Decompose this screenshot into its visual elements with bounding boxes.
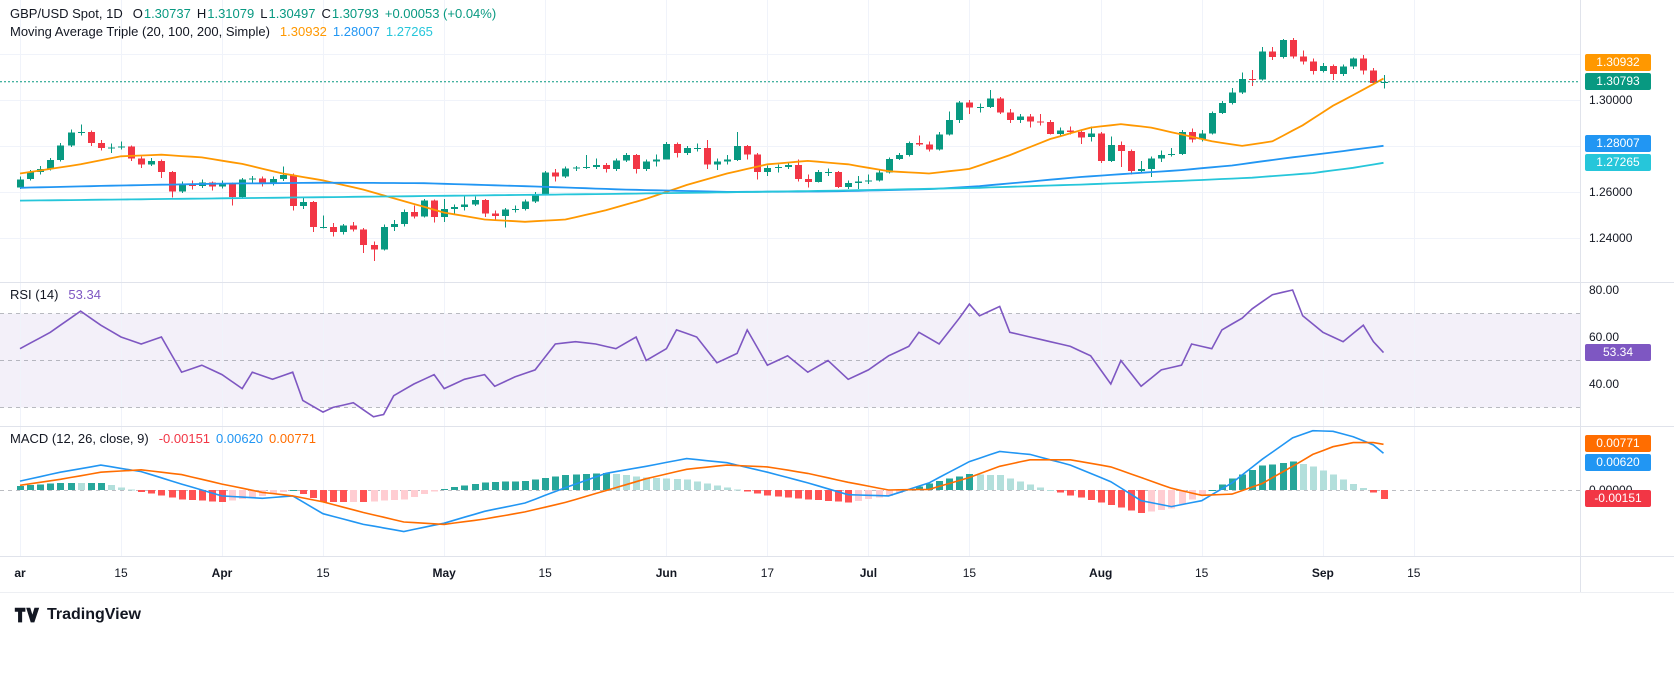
- time-axis-label: Sep: [1311, 566, 1334, 580]
- price-axis[interactable]: 1.30000 1.26000 1.24000 80.00 60.00 40.00 0.00…: [1580, 0, 1674, 592]
- open-value: O 1.30737: [132, 6, 191, 21]
- ma100-value: 1.28007: [332, 24, 380, 39]
- macd-signal-value: 0.00771: [269, 431, 317, 446]
- macd-line-value: 0.00620: [216, 431, 264, 446]
- time-axis-label: 15: [538, 566, 552, 580]
- macd-hist-badge: -0.00151: [1585, 489, 1651, 507]
- time-axis-label: 15: [316, 566, 330, 580]
- time-axis-label: ar: [14, 566, 26, 580]
- time-axis-label: Aug: [1089, 566, 1113, 580]
- time-axis-label: Jul: [859, 566, 878, 580]
- macd-line-badge: 0.00620: [1585, 454, 1651, 472]
- ma200-value: 1.27265: [385, 24, 433, 39]
- panel-separator[interactable]: [0, 282, 1674, 283]
- tradingview-logo[interactable]: TradingView: [14, 605, 141, 625]
- low-value: L 1.30497: [260, 6, 316, 21]
- ma20-price-badge: 1.30932: [1585, 53, 1651, 71]
- rsi-tick: 80.00: [1589, 282, 1620, 297]
- macd-panel[interactable]: [0, 426, 1580, 556]
- high-value: H 1.31079: [196, 6, 255, 21]
- ma-indicator-title: Moving Average Triple (20, 100, 200, Sim…: [10, 24, 270, 39]
- time-axis-label: 15: [962, 566, 977, 580]
- v-gridlines: [20, 0, 1415, 282]
- rsi-tick: 60.00: [1589, 329, 1620, 344]
- rsi-indicator-title: RSI (14): [10, 287, 59, 302]
- macd-indicator-title: MACD (12, 26, close, 9): [10, 431, 149, 446]
- time-axis-label: 15: [1407, 566, 1421, 580]
- time-axis-label: Apr: [211, 566, 233, 580]
- ma20-value: 1.30932: [279, 24, 327, 39]
- time-axis-label: 17: [760, 566, 775, 580]
- time-axis-label: 15: [114, 566, 128, 580]
- panel-separator[interactable]: [0, 426, 1674, 427]
- symbol-title: GBP/USD Spot, 1D: [10, 6, 123, 21]
- rsi-value-badge: 53.34: [1585, 343, 1651, 361]
- sma100-line: [19, 144, 1384, 193]
- h-gridlines: [0, 54, 1580, 239]
- last-price-badge: 1.30793: [1585, 72, 1651, 90]
- brand-name: TradingView: [47, 606, 141, 623]
- rsi-band: [0, 313, 1580, 408]
- price-tick: 1.30000: [1589, 92, 1633, 107]
- time-axis[interactable]: ar 15 Apr 15 May 15 Jun 17 Jul 15 Aug 15 Sep 15: [0, 556, 1580, 592]
- rsi-line: [19, 289, 1385, 418]
- macd-line: [19, 429, 1385, 533]
- change-value: +0.00053 (+0.04%): [384, 6, 497, 21]
- price-tick: 1.24000: [1589, 230, 1633, 245]
- macd-signal-badge: 0.00771: [1585, 435, 1651, 453]
- macd-signal-line: [19, 441, 1384, 526]
- price-tick: 1.26000: [1589, 184, 1633, 199]
- symbol-legend[interactable]: GBP/USD Spot, 1D O 1.30737 H 1.31079 L 1.30…: [10, 6, 496, 21]
- main-price-panel[interactable]: [0, 0, 1580, 282]
- rsi-indicator-legend[interactable]: RSI (14) 53.34: [10, 287, 101, 302]
- v-gridlines: [20, 282, 1415, 426]
- rsi-value: 53.34: [68, 287, 101, 302]
- ma-indicator-legend[interactable]: Moving Average Triple (20, 100, 200, Sim…: [10, 24, 433, 39]
- macd-indicator-legend[interactable]: MACD (12, 26, close, 9) -0.00151 0.00620…: [10, 431, 316, 446]
- rsi-tick: 40.00: [1589, 376, 1620, 391]
- sma20-line: [19, 77, 1384, 223]
- time-axis-label: May: [432, 566, 456, 580]
- close-value: C 1.30793: [321, 6, 379, 21]
- time-axis-label: 15: [1195, 566, 1209, 580]
- tradingview-mark-icon: [14, 607, 40, 623]
- panel-separator: [0, 556, 1674, 557]
- macd-hist-value: -0.00151: [158, 431, 211, 446]
- rsi-panel[interactable]: [0, 282, 1580, 426]
- sma200-line: [19, 161, 1384, 202]
- ma100-price-badge: 1.28007: [1585, 134, 1651, 152]
- footer: TradingView: [0, 592, 1674, 674]
- time-axis-label: Jun: [655, 566, 678, 580]
- ma200-price-badge: 1.27265: [1585, 153, 1651, 171]
